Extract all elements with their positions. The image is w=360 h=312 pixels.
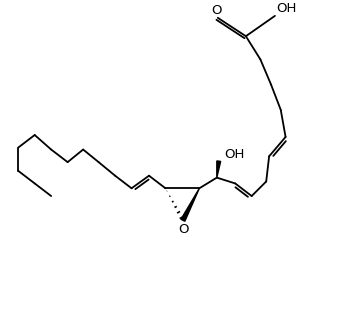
Text: OH: OH	[276, 2, 296, 15]
Text: OH: OH	[225, 148, 245, 161]
Text: O: O	[179, 223, 189, 236]
Text: O: O	[212, 4, 222, 17]
Polygon shape	[217, 161, 221, 178]
Polygon shape	[181, 188, 199, 221]
